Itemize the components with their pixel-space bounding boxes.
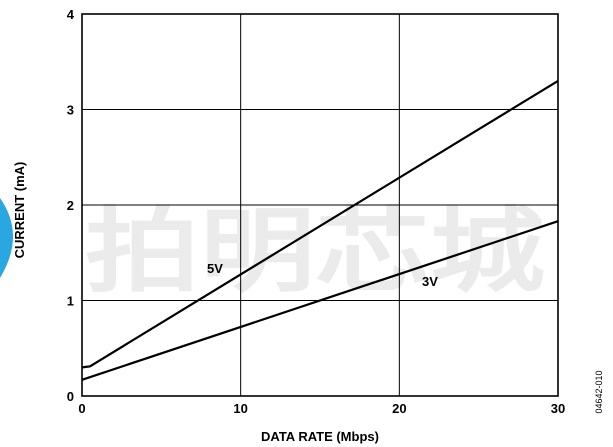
plot-frame <box>81 13 559 397</box>
x-tick-label: 30 <box>551 401 565 416</box>
series-line-3v <box>81 220 559 381</box>
grid <box>82 14 558 396</box>
x-tick-label: 20 <box>392 401 406 416</box>
tick-labels: 0 10 20 30 0 1 2 3 4 <box>67 7 565 416</box>
series-line-5v <box>81 79 559 369</box>
series-label-5v: 5V <box>207 261 223 276</box>
y-axis-title: CURRENT (mA) <box>12 162 27 259</box>
figure-id: 04642-010 <box>594 370 604 413</box>
y-tick-label: 2 <box>67 198 74 213</box>
series-lines <box>81 79 559 381</box>
y-tick-label: 1 <box>67 294 74 309</box>
y-tick-label: 4 <box>67 7 75 22</box>
blue-arc-decoration <box>0 198 13 278</box>
watermark: 拍明芯城 <box>85 198 545 305</box>
y-tick-label: 3 <box>67 103 74 118</box>
series-label-3v: 3V <box>422 274 438 289</box>
x-axis-title: DATA RATE (Mbps) <box>261 429 379 444</box>
y-tick-label: 0 <box>67 389 74 404</box>
plot-border <box>81 13 559 397</box>
x-tick-label: 10 <box>233 401 247 416</box>
x-tick-label: 0 <box>78 401 85 416</box>
